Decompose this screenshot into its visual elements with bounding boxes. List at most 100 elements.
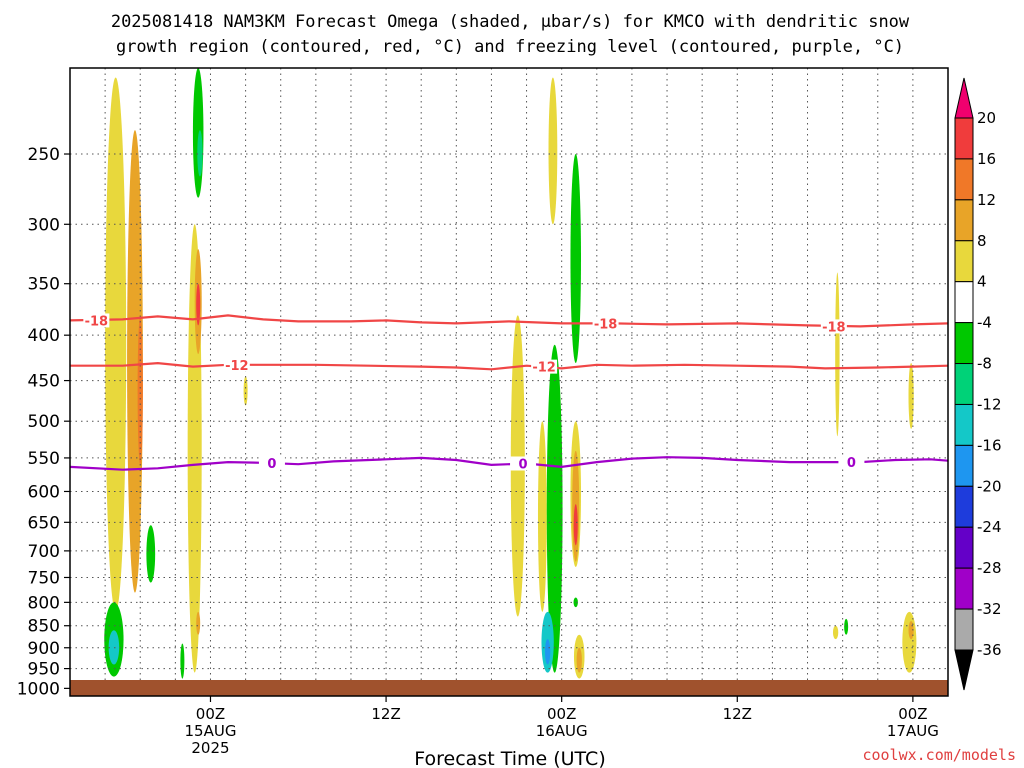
colorbar-label-3: 8 bbox=[977, 232, 987, 250]
colorbar-swatch-13 bbox=[954, 608, 974, 651]
title: 2025081418 NAM3KM Forecast Omega (shaded… bbox=[111, 12, 910, 57]
omega-cell-27 bbox=[835, 272, 840, 437]
omega-cell-5 bbox=[196, 283, 201, 326]
contour-label-0-2: -18 bbox=[822, 320, 846, 335]
y-tick-label-500: 500 bbox=[28, 412, 60, 432]
colorbar-swatch-9 bbox=[954, 444, 974, 487]
x-tick-label-1: 12Z bbox=[371, 705, 400, 723]
omega-cell-18 bbox=[570, 154, 581, 364]
title-line-2: growth region (contoured, red, °C) and f… bbox=[116, 37, 904, 57]
omega-cell-11 bbox=[108, 630, 120, 665]
y-tick-label-400: 400 bbox=[28, 326, 60, 346]
y-tick-label-1000: 1000 bbox=[17, 679, 60, 699]
omega-cell-17 bbox=[546, 344, 563, 673]
colorbar-label-13: -36 bbox=[977, 641, 1002, 659]
colorbar: 20 16 12 8 4 -4 -8 -12 -16 -20 -24 -28 -32 -36 bbox=[954, 77, 1002, 691]
omega-cell-9 bbox=[146, 525, 156, 583]
contour-label-1-0: -12 bbox=[225, 359, 249, 374]
y-tick-label-600: 600 bbox=[28, 482, 60, 502]
plot-background bbox=[70, 68, 948, 696]
omega-cell-14 bbox=[548, 77, 558, 225]
contour-label-2-2: 0 bbox=[847, 456, 856, 471]
omega-cell-20 bbox=[544, 639, 551, 665]
contour-label-bg bbox=[258, 455, 285, 470]
contours: -18 -18 -18 -12 -12 0 0 0 bbox=[70, 313, 948, 472]
x-tick-date-2: 16AUG bbox=[536, 722, 588, 740]
ground-strip bbox=[70, 680, 948, 696]
colorbar-label-12: -32 bbox=[977, 600, 1002, 618]
y-tick-label-350: 350 bbox=[28, 275, 60, 295]
colorbar-label-6: -8 bbox=[977, 355, 992, 373]
colorbar-label-2: 12 bbox=[977, 191, 996, 209]
contour-label-bg bbox=[510, 456, 537, 471]
contour-label-bg bbox=[83, 313, 110, 328]
x-tick-date-0: 15AUG bbox=[185, 722, 237, 740]
x-tick-label-3: 12Z bbox=[723, 705, 752, 723]
colorbar-swatch-11 bbox=[954, 526, 974, 569]
x-tick-label-4: 00Z bbox=[898, 705, 927, 723]
contour-label-bg bbox=[531, 359, 558, 374]
contour-label-bg bbox=[592, 316, 619, 331]
contour-label-bg bbox=[838, 455, 865, 470]
omega-cell-29 bbox=[844, 618, 849, 635]
omega-cell-2 bbox=[137, 315, 143, 465]
contour-line-1 bbox=[70, 361, 948, 371]
colorbar-label-1: 16 bbox=[977, 150, 996, 168]
omega-cell-23 bbox=[573, 504, 578, 546]
x-tick-label-0: 00Z bbox=[196, 705, 225, 723]
colorbar-swatch-3 bbox=[954, 199, 974, 242]
y-tick-label-950: 950 bbox=[28, 660, 60, 680]
omega-shading bbox=[104, 68, 917, 679]
contour-label-0-1: -18 bbox=[594, 317, 618, 332]
colorbar-swatch-1 bbox=[954, 117, 974, 160]
contour-line-0 bbox=[70, 314, 948, 328]
grid bbox=[70, 68, 949, 696]
omega-cell-30 bbox=[902, 611, 917, 673]
y-tick-label-700: 700 bbox=[28, 542, 60, 562]
colorbar-label-9: -20 bbox=[977, 477, 1002, 495]
omega-cell-6 bbox=[196, 611, 201, 635]
contour-label-2-1: 0 bbox=[519, 457, 528, 472]
y-tick-label-250: 250 bbox=[28, 145, 60, 165]
contour-label-bg bbox=[223, 357, 250, 372]
contour-label-bg bbox=[820, 319, 847, 334]
colorbar-swatch-5 bbox=[954, 281, 974, 324]
colorbar-label-8: -16 bbox=[977, 436, 1002, 454]
omega-cell-8 bbox=[197, 130, 203, 177]
y-tick-label-900: 900 bbox=[28, 639, 60, 659]
contour-label-2-0: 0 bbox=[267, 457, 276, 472]
y-tick-label-300: 300 bbox=[28, 215, 60, 235]
x-tick-date-4: 17AUG bbox=[887, 722, 939, 740]
omega-cell-32 bbox=[908, 363, 914, 429]
y-tick-label-550: 550 bbox=[28, 449, 60, 469]
omega-cell-7 bbox=[192, 68, 204, 198]
colorbar-label-7: -12 bbox=[977, 395, 1002, 413]
y-tick-label-750: 750 bbox=[28, 568, 60, 588]
colorbar-swatch-4 bbox=[954, 240, 974, 283]
colorbar-label-0: 20 bbox=[977, 109, 996, 127]
contour-label-1-1: -12 bbox=[532, 361, 556, 376]
omega-cell-25 bbox=[576, 647, 582, 673]
colorbar-label-4: 4 bbox=[977, 273, 987, 291]
omega-cell-1 bbox=[127, 130, 143, 593]
colorbar-swatch-7 bbox=[954, 363, 974, 405]
credit-text: coolwx.com/models bbox=[862, 746, 1016, 764]
plot-frame bbox=[69, 67, 949, 697]
y-tick-label-850: 850 bbox=[28, 617, 60, 637]
colorbar-swatch-8 bbox=[954, 403, 974, 446]
colorbar-label-11: -28 bbox=[977, 559, 1002, 577]
x-tick-year-0: 2025 bbox=[191, 739, 229, 757]
x-tick-label-2: 00Z bbox=[547, 705, 576, 723]
colorbar-swatch-2 bbox=[954, 158, 974, 201]
y-tick-label-450: 450 bbox=[28, 372, 60, 392]
omega-cell-0 bbox=[105, 77, 127, 612]
y-tick-label-650: 650 bbox=[28, 513, 60, 533]
colorbar-top-arrow bbox=[954, 77, 974, 119]
omega-cell-13 bbox=[243, 376, 248, 406]
contour-label-0-0: -18 bbox=[85, 314, 109, 329]
omega-cell-16 bbox=[537, 421, 547, 612]
colorbar-swatch-12 bbox=[954, 567, 974, 610]
y-axis: 2503003504004505005506006507007508008509… bbox=[17, 145, 70, 699]
